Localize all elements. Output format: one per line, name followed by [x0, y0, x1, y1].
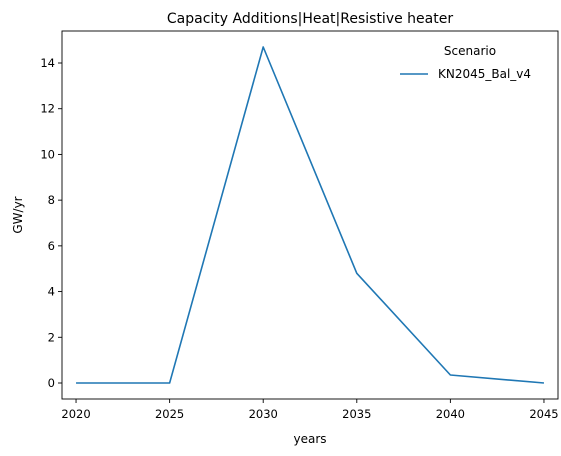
x-axis-label: years	[293, 432, 326, 446]
y-tick-label: 10	[40, 147, 55, 161]
x-tick-label: 2025	[155, 407, 184, 421]
y-axis: 0 2 4 6 8 10 12 14	[40, 56, 62, 390]
y-tick-label: 8	[48, 193, 55, 207]
chart-title: Capacity Additions|Heat|Resistive heater	[167, 11, 453, 27]
x-tick-label: 2035	[342, 407, 371, 421]
legend: Scenario KN2045_Bal_v4	[400, 44, 531, 81]
legend-title: Scenario	[444, 44, 496, 58]
y-tick-label: 12	[40, 102, 55, 116]
x-tick-label: 2040	[436, 407, 465, 421]
y-axis-label: GW/yr	[11, 196, 25, 233]
x-tick-label: 2030	[249, 407, 278, 421]
x-tick-label: 2045	[529, 407, 558, 421]
y-tick-label: 2	[48, 330, 55, 344]
y-tick-label: 0	[48, 376, 55, 390]
y-tick-label: 14	[40, 56, 55, 70]
legend-label: KN2045_Bal_v4	[438, 67, 531, 81]
x-tick-label: 2020	[61, 407, 90, 421]
series-layer	[76, 46, 545, 384]
x-axis: 2020 2025 2030 2035 2040 2045	[61, 399, 559, 421]
y-tick-label: 4	[48, 285, 55, 299]
series-line	[76, 46, 545, 384]
y-tick-label: 6	[48, 239, 55, 253]
plot-area	[61, 30, 559, 400]
